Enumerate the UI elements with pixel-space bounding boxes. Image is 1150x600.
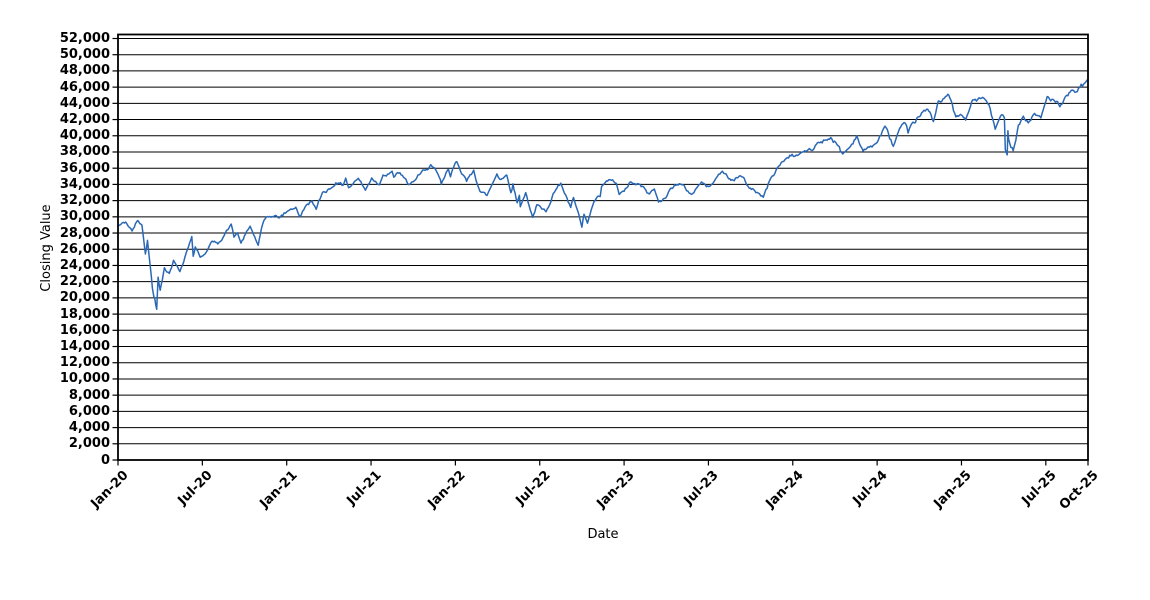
y-tick-label-12000: 12,000 (59, 355, 110, 371)
y-tick-label-26000: 26,000 (59, 241, 110, 257)
plot-border (117, 33, 1089, 461)
y-tick-label-44000: 44,000 (59, 95, 110, 111)
y-tick-label-20000: 20,000 (59, 290, 110, 306)
y-tick-label-32000: 32,000 (59, 193, 110, 209)
y-tick-label-40000: 40,000 (59, 128, 110, 144)
y-tick-label-42000: 42,000 (59, 112, 110, 128)
y-tick-label-6000: 6,000 (68, 403, 110, 419)
y-tick-label-46000: 46,000 (59, 79, 110, 95)
y-tick-label-2000: 2,000 (68, 436, 110, 452)
x-axis-title: Date (587, 527, 619, 542)
y-tick-label-16000: 16,000 (59, 322, 110, 338)
y-tick-label-18000: 18,000 (59, 306, 110, 322)
y-tick-label-38000: 38,000 (59, 144, 110, 160)
y-tick-label-14000: 14,000 (59, 339, 110, 355)
y-tick-label-24000: 24,000 (59, 257, 110, 273)
y-tick-label-8000: 8,000 (68, 387, 110, 403)
y-tick-label-0: 0 (100, 452, 110, 468)
y-tick-label-52000: 52,000 (59, 31, 110, 46)
y-tick-label-4000: 4,000 (68, 420, 110, 436)
y-tick-label-36000: 36,000 (59, 160, 110, 176)
y-tick-label-10000: 10,000 (59, 371, 110, 387)
closing-value-line (117, 79, 1089, 311)
y-tick-label-50000: 50,000 (59, 47, 110, 63)
y-axis-title: Closing Value (39, 204, 54, 292)
y-tick-label-22000: 22,000 (59, 274, 110, 290)
y-tick-label-34000: 34,000 (59, 176, 110, 192)
y-tick-label-48000: 48,000 (59, 63, 110, 79)
y-tick-label-30000: 30,000 (59, 209, 110, 225)
y-tick-label-28000: 28,000 (59, 225, 110, 241)
